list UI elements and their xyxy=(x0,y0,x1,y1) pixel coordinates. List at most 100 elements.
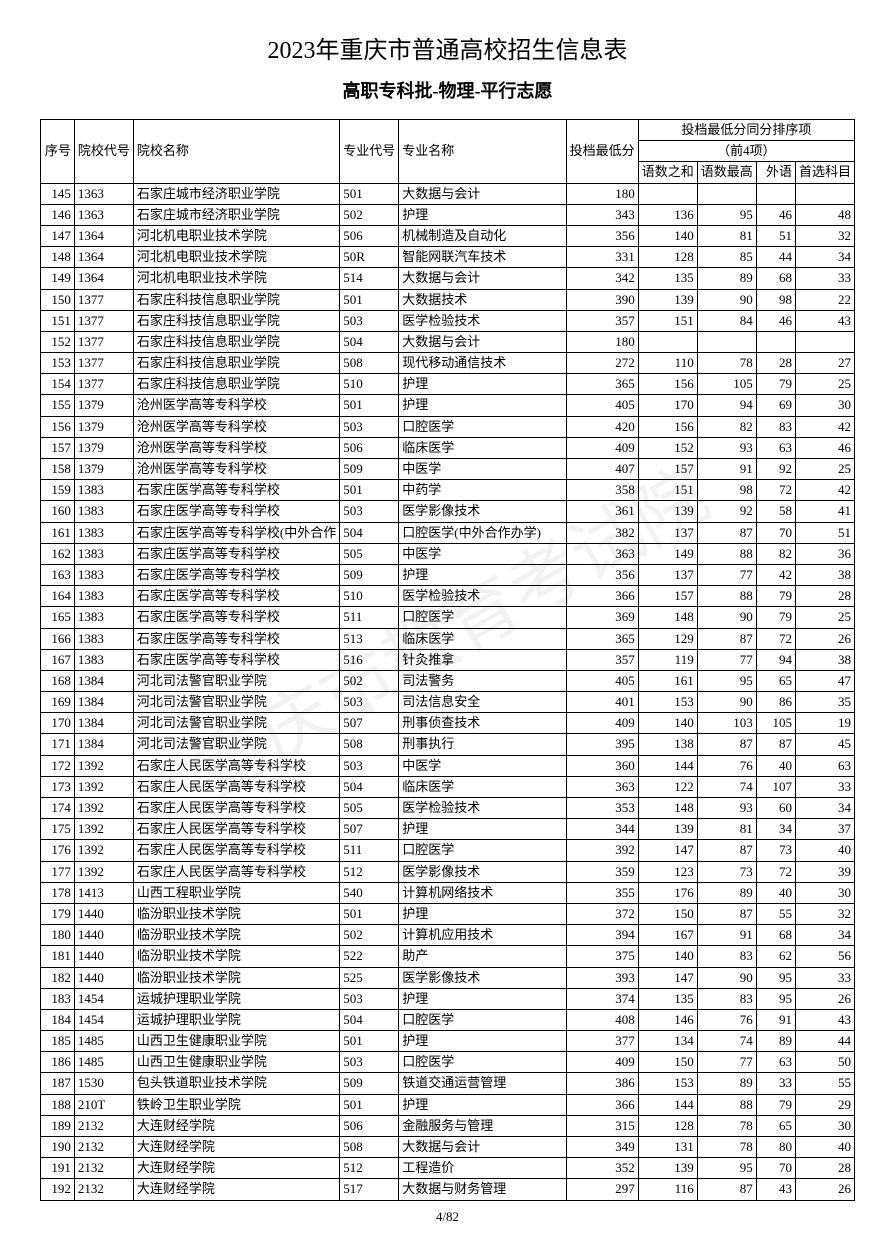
table-row: 1641383石家庄医学高等专科学校510医学检验技术366157887928 xyxy=(41,586,855,607)
cell-mc: 511 xyxy=(340,840,399,861)
cell-mc: 522 xyxy=(340,946,399,967)
admission-table: 序号 院校代号 院校名称 专业代号 专业名称 投档最低分 投档最低分同分排序项 … xyxy=(40,119,855,1201)
table-row: 1871530包头铁道职业技术学院509铁道交通运营管理386153893355 xyxy=(41,1073,855,1094)
col-school-code-header: 院校代号 xyxy=(74,120,133,184)
cell-s3: 79 xyxy=(756,607,795,628)
cell-mn: 临床医学 xyxy=(399,776,566,797)
cell-seq: 156 xyxy=(41,416,75,437)
cell-s2: 93 xyxy=(697,437,756,458)
cell-s2: 90 xyxy=(697,967,756,988)
col-score-header: 投档最低分 xyxy=(566,120,638,184)
cell-mn: 工程造价 xyxy=(399,1158,566,1179)
cell-s3: 98 xyxy=(756,289,795,310)
cell-sn: 石家庄医学高等专科学校 xyxy=(133,501,339,522)
table-row: 1551379沧州医学高等专科学校501护理405170946930 xyxy=(41,395,855,416)
cell-mc: 502 xyxy=(340,670,399,691)
cell-seq: 192 xyxy=(41,1179,75,1200)
cell-sn: 石家庄医学高等专科学校 xyxy=(133,586,339,607)
cell-seq: 184 xyxy=(41,1009,75,1030)
cell-seq: 148 xyxy=(41,247,75,268)
cell-s4: 25 xyxy=(795,459,854,480)
cell-s2: 91 xyxy=(697,925,756,946)
cell-mn: 护理 xyxy=(399,1031,566,1052)
cell-s1: 110 xyxy=(638,353,697,374)
cell-score: 349 xyxy=(566,1137,638,1158)
cell-s2: 90 xyxy=(697,607,756,628)
cell-mc: 503 xyxy=(340,755,399,776)
cell-mn: 医学检验技术 xyxy=(399,310,566,331)
cell-score: 331 xyxy=(566,247,638,268)
cell-mn: 刑事执行 xyxy=(399,734,566,755)
cell-sn: 河北司法警官职业学院 xyxy=(133,734,339,755)
table-row: 1481364河北机电职业技术学院50R智能网联汽车技术331128854434 xyxy=(41,247,855,268)
cell-s1: 128 xyxy=(638,247,697,268)
cell-s1: 161 xyxy=(638,670,697,691)
cell-mn: 计算机网络技术 xyxy=(399,882,566,903)
cell-s2: 103 xyxy=(697,713,756,734)
cell-s3: 60 xyxy=(756,798,795,819)
cell-mn: 医学影像技术 xyxy=(399,861,566,882)
cell-sc: 1379 xyxy=(74,395,133,416)
cell-mc: 505 xyxy=(340,798,399,819)
table-row: 188210T铁岭卫生职业学院501护理366144887929 xyxy=(41,1094,855,1115)
cell-mn: 口腔医学 xyxy=(399,416,566,437)
cell-score: 393 xyxy=(566,967,638,988)
cell-score: 180 xyxy=(566,183,638,204)
cell-s1: 153 xyxy=(638,692,697,713)
cell-s4: 32 xyxy=(795,903,854,924)
cell-sc: 1383 xyxy=(74,649,133,670)
cell-sc: 1383 xyxy=(74,522,133,543)
cell-s4: 40 xyxy=(795,840,854,861)
cell-s2: 87 xyxy=(697,628,756,649)
cell-s3: 105 xyxy=(756,713,795,734)
cell-s1: 139 xyxy=(638,819,697,840)
cell-sn: 石家庄科技信息职业学院 xyxy=(133,289,339,310)
cell-s1: 156 xyxy=(638,416,697,437)
cell-sc: 1383 xyxy=(74,543,133,564)
col-major-name-header: 专业名称 xyxy=(399,120,566,184)
cell-s3: 86 xyxy=(756,692,795,713)
cell-mn: 铁道交通运营管理 xyxy=(399,1073,566,1094)
cell-mn: 中医学 xyxy=(399,543,566,564)
cell-sn: 临汾职业技术学院 xyxy=(133,946,339,967)
cell-sc: 1454 xyxy=(74,988,133,1009)
cell-seq: 161 xyxy=(41,522,75,543)
cell-s2: 83 xyxy=(697,946,756,967)
cell-score: 180 xyxy=(566,331,638,352)
cell-sc: 1392 xyxy=(74,819,133,840)
cell-mc: 514 xyxy=(340,268,399,289)
cell-score: 363 xyxy=(566,543,638,564)
cell-sn: 大连财经学院 xyxy=(133,1179,339,1200)
cell-mc: 501 xyxy=(340,1031,399,1052)
cell-s4: 33 xyxy=(795,776,854,797)
cell-sc: 1384 xyxy=(74,692,133,713)
table-row: 1581379沧州医学高等专科学校509中医学407157919225 xyxy=(41,459,855,480)
cell-seq: 183 xyxy=(41,988,75,1009)
cell-sn: 大连财经学院 xyxy=(133,1158,339,1179)
cell-s3: 92 xyxy=(756,459,795,480)
cell-s2: 89 xyxy=(697,268,756,289)
cell-mn: 大数据技术 xyxy=(399,289,566,310)
cell-s4: 27 xyxy=(795,353,854,374)
cell-mn: 大数据与会计 xyxy=(399,1137,566,1158)
cell-score: 343 xyxy=(566,204,638,225)
cell-mn: 护理 xyxy=(399,395,566,416)
cell-s2: 90 xyxy=(697,289,756,310)
cell-score: 359 xyxy=(566,861,638,882)
cell-s1: 157 xyxy=(638,459,697,480)
cell-score: 358 xyxy=(566,480,638,501)
cell-score: 382 xyxy=(566,522,638,543)
cell-s3: 72 xyxy=(756,861,795,882)
table-row: 1861485山西卫生健康职业学院503口腔医学409150776350 xyxy=(41,1052,855,1073)
cell-sn: 石家庄医学高等专科学校 xyxy=(133,607,339,628)
cell-score: 365 xyxy=(566,374,638,395)
cell-score: 377 xyxy=(566,1031,638,1052)
cell-sc: 1363 xyxy=(74,183,133,204)
cell-s4: 28 xyxy=(795,1158,854,1179)
cell-score: 355 xyxy=(566,882,638,903)
cell-score: 372 xyxy=(566,903,638,924)
cell-score: 363 xyxy=(566,776,638,797)
cell-sn: 临汾职业技术学院 xyxy=(133,925,339,946)
cell-s3: 72 xyxy=(756,628,795,649)
cell-sn: 大连财经学院 xyxy=(133,1137,339,1158)
